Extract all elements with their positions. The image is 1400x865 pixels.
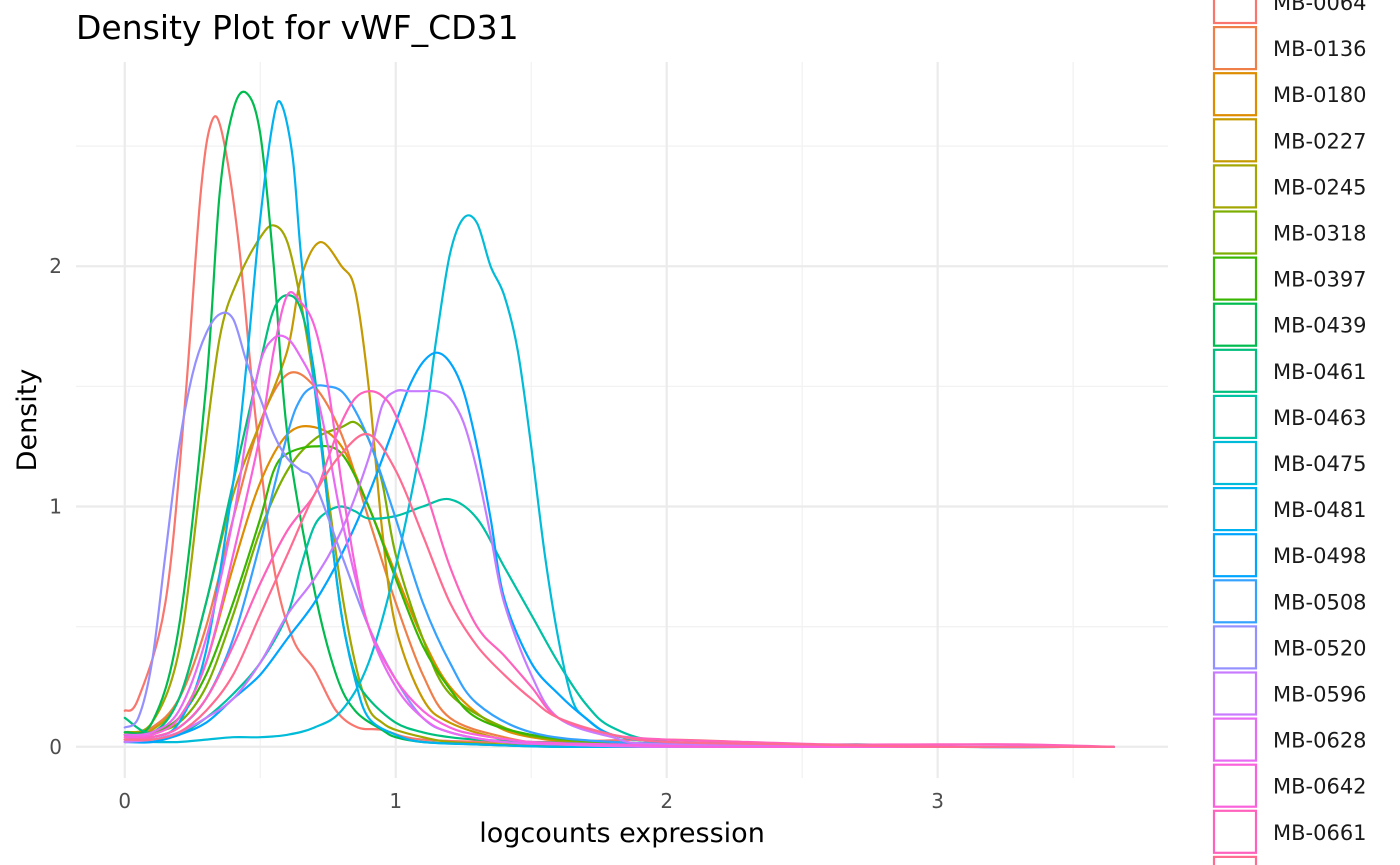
legend-item: MB-0227: [1212, 118, 1367, 163]
legend-item: MB-0508: [1212, 579, 1367, 624]
chart-title: Density Plot for vWF_CD31: [76, 8, 519, 47]
legend-key: [1212, 440, 1258, 486]
legend-key: [1212, 533, 1258, 578]
density-line: [123, 214, 1115, 749]
legend-label: MB-0642: [1273, 775, 1367, 799]
legend-label: MB-0661: [1273, 821, 1367, 845]
density-line: [123, 224, 1115, 749]
legend-key: [1212, 302, 1258, 347]
x-tick-label: 1: [389, 789, 402, 813]
legend-key: [1212, 210, 1258, 255]
legend-key: [1212, 0, 1258, 25]
density-line: [123, 389, 1115, 749]
x-axis-ticks: 0 1 2 3: [118, 789, 944, 813]
density-line: [123, 432, 1115, 749]
legend-label: MB-0318: [1273, 222, 1367, 246]
legend-key: [1212, 164, 1258, 209]
legend-label: MB-0475: [1273, 452, 1367, 476]
density-line: [123, 351, 1115, 749]
legend-key: [1212, 26, 1258, 71]
legend-key: [1212, 763, 1258, 808]
legend-item: MB-0520: [1212, 625, 1367, 670]
legend-label: MB-0136: [1273, 37, 1367, 61]
density-line: [123, 291, 1115, 749]
legend-key: [1212, 855, 1258, 865]
legend-item: MB-0498: [1212, 533, 1367, 578]
legend-item: MB-0439: [1212, 302, 1367, 347]
legend-item: MB-0461: [1212, 348, 1367, 393]
legend-key: [1212, 394, 1258, 439]
legend-label: MB-0397: [1273, 268, 1367, 292]
legend-key: [1212, 118, 1258, 163]
legend-label: MB-0628: [1273, 729, 1367, 753]
x-tick-label: 3: [931, 789, 944, 813]
legend-key: [1212, 809, 1258, 854]
legend-label: MB-0245: [1273, 175, 1367, 199]
y-axis-title: Density: [12, 369, 43, 472]
legend-label: MB-0180: [1273, 83, 1367, 107]
legend-item: MB-0180: [1212, 72, 1367, 117]
legend-key: [1212, 256, 1258, 301]
legend-label: MB-0439: [1273, 314, 1367, 338]
y-tick-label: 2: [49, 254, 62, 278]
x-axis-title: logcounts expression: [479, 818, 765, 849]
legend-item: MB-0397: [1212, 256, 1367, 301]
legend-label: MB-0481: [1273, 498, 1367, 522]
legend-item: MB-0596: [1212, 671, 1367, 716]
legend-item: MB-0642: [1212, 763, 1367, 808]
legend-label: MB-0463: [1273, 406, 1367, 430]
legend-key: [1212, 72, 1258, 117]
legend-item: MB-0136: [1212, 26, 1367, 71]
density-line: [123, 99, 1115, 749]
legend-label: MB-0498: [1273, 544, 1367, 568]
density-line: [123, 90, 1115, 749]
legend-item: MB-0064: [1212, 0, 1367, 25]
legend-item: MB-0475: [1212, 440, 1367, 486]
legend-label: MB-0508: [1273, 590, 1367, 614]
density-line: [123, 334, 1115, 749]
legend-item: [1212, 855, 1258, 865]
y-tick-label: 1: [49, 494, 62, 518]
density-line: [123, 497, 1115, 749]
legend-key: [1212, 487, 1258, 532]
x-tick-label: 0: [118, 789, 131, 813]
legend-item: MB-0628: [1212, 717, 1367, 762]
legend-label: MB-0461: [1273, 360, 1367, 384]
y-tick-label: 0: [49, 735, 62, 759]
legend-item: MB-0463: [1212, 394, 1367, 439]
y-axis-ticks: 0 1 2: [49, 254, 62, 759]
x-tick-label: 2: [660, 789, 673, 813]
legend-label: MB-0064: [1273, 0, 1367, 15]
legend: MB-0064 MB-0136 MB-0180 MB-0227 MB-0245 MB-03…: [1212, 0, 1367, 865]
density-line: [123, 294, 1115, 749]
legend-key: [1212, 348, 1258, 393]
legend-item: MB-0481: [1212, 487, 1367, 532]
legend-key: [1212, 717, 1258, 762]
legend-label: MB-0596: [1273, 683, 1367, 707]
legend-item: MB-0318: [1212, 210, 1367, 255]
density-line: [123, 311, 1115, 749]
legend-label: MB-0227: [1273, 129, 1367, 153]
density-line: [123, 390, 1115, 748]
legend-item: MB-0661: [1212, 809, 1367, 854]
legend-key: [1212, 625, 1258, 670]
legend-key: [1212, 671, 1258, 716]
legend-item: MB-0245: [1212, 164, 1367, 209]
density-lines: [123, 90, 1115, 749]
legend-key: [1212, 579, 1258, 624]
legend-label: MB-0520: [1273, 636, 1367, 660]
